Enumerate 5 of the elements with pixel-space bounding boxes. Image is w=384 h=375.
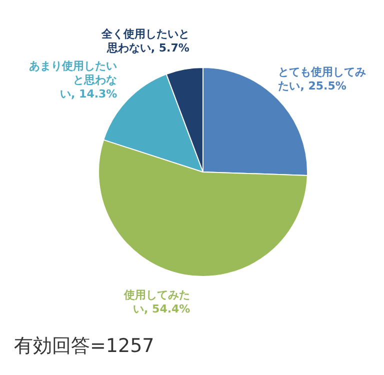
slice-label: とても使用してみたい, 25.5% bbox=[278, 66, 366, 93]
slice-label: 全く使用したいと思わない, 5.7% bbox=[100, 27, 190, 54]
slice-label: 使用してみたい, 54.4% bbox=[123, 288, 190, 316]
slice-label: あまり使用したいと思わない, 14.3% bbox=[29, 59, 118, 100]
text: 有効回答=1257 bbox=[14, 334, 154, 359]
